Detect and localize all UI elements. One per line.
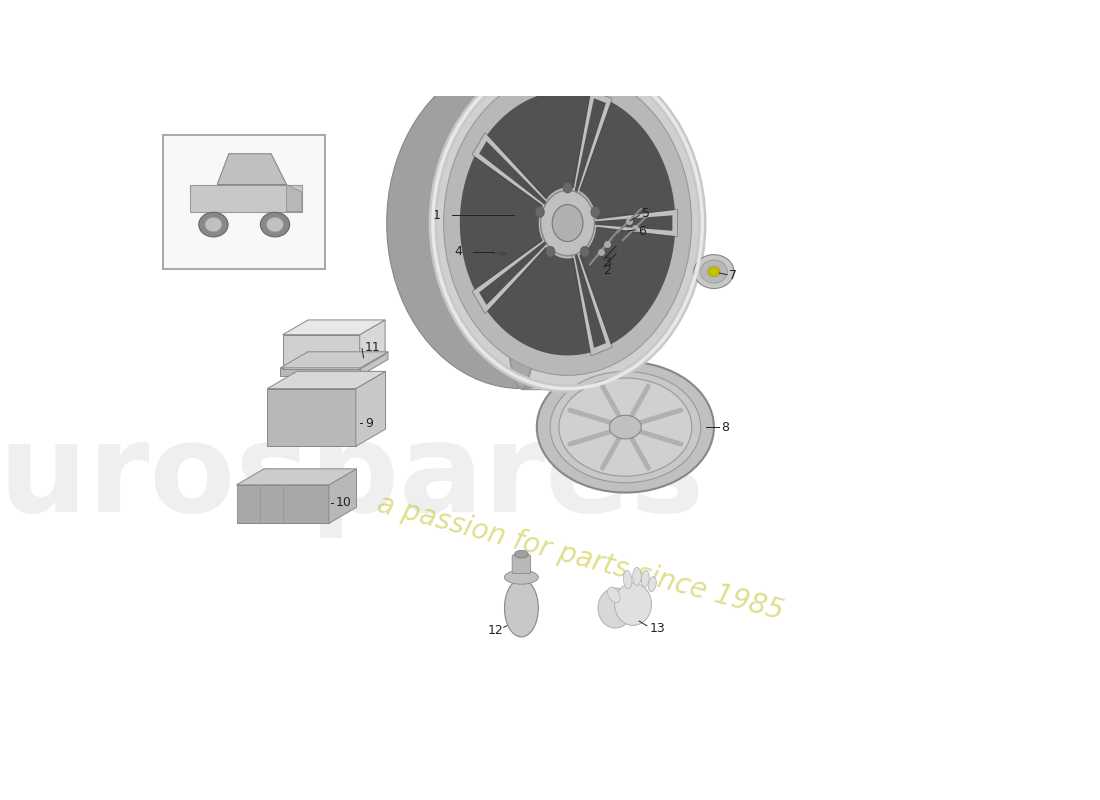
Ellipse shape bbox=[609, 415, 641, 439]
Polygon shape bbox=[218, 154, 286, 185]
Text: eurospares: eurospares bbox=[0, 418, 705, 538]
Polygon shape bbox=[236, 469, 356, 485]
Polygon shape bbox=[573, 245, 606, 348]
Text: 12: 12 bbox=[488, 624, 504, 637]
Ellipse shape bbox=[546, 246, 556, 257]
Text: 11: 11 bbox=[365, 341, 381, 354]
Polygon shape bbox=[460, 156, 542, 290]
Text: 4: 4 bbox=[454, 245, 462, 258]
Polygon shape bbox=[361, 352, 388, 375]
Polygon shape bbox=[190, 185, 301, 211]
Text: 7: 7 bbox=[729, 269, 737, 282]
Polygon shape bbox=[487, 90, 591, 199]
Polygon shape bbox=[573, 98, 606, 201]
Polygon shape bbox=[472, 133, 554, 213]
Polygon shape bbox=[286, 185, 301, 211]
Ellipse shape bbox=[515, 550, 528, 558]
Text: 1: 1 bbox=[432, 209, 440, 222]
Polygon shape bbox=[586, 210, 678, 237]
Ellipse shape bbox=[505, 579, 538, 637]
Ellipse shape bbox=[563, 182, 572, 193]
Ellipse shape bbox=[541, 190, 595, 256]
Polygon shape bbox=[267, 389, 356, 446]
Polygon shape bbox=[267, 371, 385, 389]
Polygon shape bbox=[472, 133, 554, 213]
Text: a passion for parts since 1985: a passion for parts since 1985 bbox=[374, 490, 786, 626]
Ellipse shape bbox=[443, 70, 692, 375]
FancyBboxPatch shape bbox=[513, 555, 530, 574]
Polygon shape bbox=[580, 102, 675, 219]
Polygon shape bbox=[280, 368, 361, 375]
Ellipse shape bbox=[537, 362, 714, 493]
Polygon shape bbox=[360, 320, 385, 370]
Polygon shape bbox=[329, 469, 356, 523]
Text: 5: 5 bbox=[642, 206, 650, 219]
Text: 8: 8 bbox=[722, 421, 729, 434]
Ellipse shape bbox=[261, 212, 289, 237]
Ellipse shape bbox=[505, 570, 538, 584]
Text: 9: 9 bbox=[365, 417, 373, 430]
Ellipse shape bbox=[536, 206, 544, 218]
Ellipse shape bbox=[591, 206, 600, 218]
Polygon shape bbox=[580, 226, 675, 344]
Text: 13: 13 bbox=[650, 622, 666, 634]
Polygon shape bbox=[586, 210, 678, 237]
Ellipse shape bbox=[648, 577, 657, 592]
Ellipse shape bbox=[701, 260, 727, 283]
Ellipse shape bbox=[433, 58, 703, 389]
Text: 10: 10 bbox=[336, 496, 352, 509]
Ellipse shape bbox=[199, 212, 228, 237]
Polygon shape bbox=[283, 320, 385, 334]
Ellipse shape bbox=[550, 371, 701, 482]
Ellipse shape bbox=[580, 246, 590, 257]
Ellipse shape bbox=[559, 378, 692, 476]
Ellipse shape bbox=[641, 570, 649, 587]
Polygon shape bbox=[283, 334, 360, 370]
Ellipse shape bbox=[707, 266, 721, 277]
Polygon shape bbox=[487, 246, 591, 355]
Ellipse shape bbox=[598, 588, 632, 628]
Ellipse shape bbox=[266, 218, 284, 232]
Text: 3: 3 bbox=[603, 256, 611, 269]
Polygon shape bbox=[480, 141, 552, 210]
Polygon shape bbox=[570, 90, 612, 202]
Polygon shape bbox=[586, 215, 672, 230]
Ellipse shape bbox=[552, 205, 583, 242]
Ellipse shape bbox=[632, 567, 641, 586]
Polygon shape bbox=[570, 90, 612, 202]
Polygon shape bbox=[472, 234, 554, 314]
Polygon shape bbox=[236, 485, 329, 523]
FancyBboxPatch shape bbox=[163, 134, 326, 270]
Polygon shape bbox=[387, 58, 647, 389]
Polygon shape bbox=[280, 352, 388, 368]
Ellipse shape bbox=[694, 254, 734, 289]
Text: 6: 6 bbox=[638, 225, 647, 238]
Polygon shape bbox=[480, 236, 552, 305]
Ellipse shape bbox=[205, 218, 222, 232]
Ellipse shape bbox=[502, 58, 541, 389]
Ellipse shape bbox=[607, 587, 620, 602]
Polygon shape bbox=[570, 244, 612, 356]
Ellipse shape bbox=[624, 570, 632, 589]
Text: 2: 2 bbox=[603, 264, 611, 278]
Polygon shape bbox=[356, 371, 385, 446]
Polygon shape bbox=[472, 234, 554, 314]
Polygon shape bbox=[570, 244, 612, 356]
Ellipse shape bbox=[615, 583, 651, 626]
